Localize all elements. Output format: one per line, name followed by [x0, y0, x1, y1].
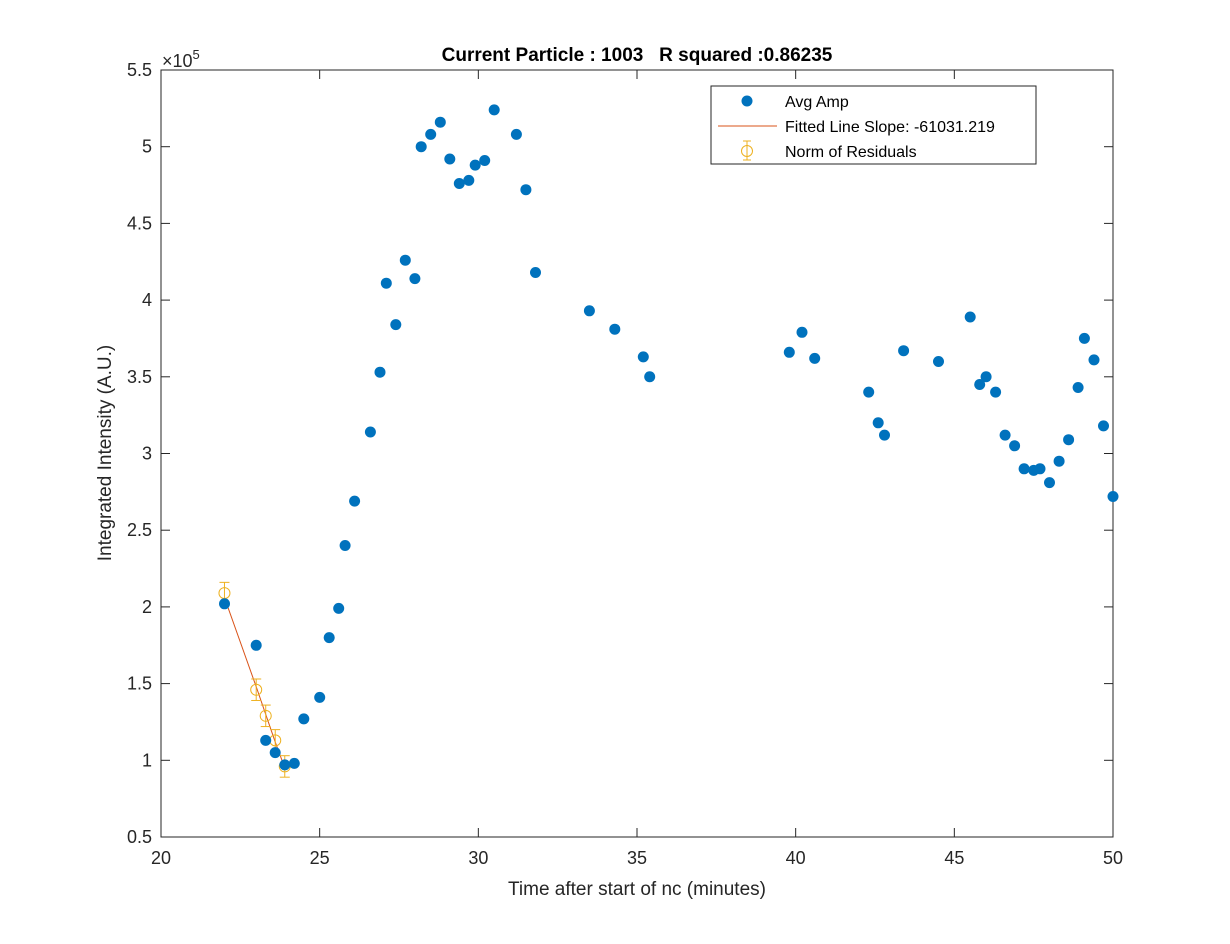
data-point	[863, 386, 875, 398]
legend-residuals-circle	[741, 145, 753, 157]
plot-area	[160, 69, 1114, 838]
data-point	[333, 602, 345, 614]
data-point	[434, 116, 446, 128]
data-point	[453, 178, 465, 189]
data-point	[1078, 332, 1090, 344]
data-point	[609, 323, 621, 335]
x-axis-label: Time after start of nc (minutes)	[508, 879, 766, 900]
x-tick-label: 35	[627, 848, 647, 868]
data-point	[898, 345, 910, 357]
x-tick-label: 25	[310, 848, 330, 868]
y-tick-label: 2.5	[127, 520, 152, 540]
residual-marker	[259, 709, 272, 722]
y-tick-label: 2	[142, 597, 152, 617]
data-point	[425, 128, 437, 140]
data-point	[349, 495, 361, 507]
x-axis: 20 25 30 35 40 45 50	[151, 70, 1123, 868]
y-tick-label: 3	[142, 444, 152, 464]
y-tick-label: 3.5	[127, 367, 152, 387]
y-tick-label: 1	[142, 750, 152, 770]
legend-label-avg-amp: Avg Amp	[785, 94, 849, 111]
data-point	[1063, 434, 1075, 446]
data-point	[339, 540, 351, 551]
data-point	[1098, 420, 1109, 432]
residuals-layer	[218, 581, 291, 778]
data-point	[1044, 477, 1055, 489]
legend-label-fitted-line: Fitted Line Slope: -61031.219	[785, 119, 995, 136]
y-axis-label: Integrated Intensity (A.U.)	[95, 345, 116, 562]
data-point	[1107, 491, 1119, 502]
data-point	[488, 104, 500, 116]
legend-marker-residuals	[741, 140, 753, 161]
data-point	[872, 417, 884, 429]
y-exponent-power: 5	[193, 47, 200, 62]
x-tick-label: 30	[468, 848, 488, 868]
data-point	[644, 371, 656, 383]
avg-amp-layer	[219, 104, 1119, 771]
data-point	[288, 757, 300, 769]
y-tick-label: 4	[142, 290, 152, 310]
data-point	[980, 371, 992, 383]
data-point	[783, 346, 795, 358]
data-point	[374, 366, 386, 378]
data-point	[444, 153, 456, 165]
data-point	[974, 379, 986, 390]
data-point	[990, 386, 1002, 398]
legend-label-residuals: Norm of Residuals	[785, 144, 917, 161]
x-tick-label: 50	[1103, 848, 1123, 868]
data-point	[964, 311, 976, 323]
data-point	[1053, 455, 1065, 467]
data-point	[364, 426, 376, 438]
data-point	[510, 128, 522, 140]
y-exponent-base: ×10	[162, 51, 193, 71]
data-point	[637, 351, 649, 363]
data-point	[415, 141, 427, 153]
data-point	[1034, 463, 1046, 475]
legend: Avg Amp Fitted Line Slope: -61031.219 No…	[710, 85, 1037, 165]
data-point	[390, 319, 402, 331]
y-tick-label: 1.5	[127, 674, 152, 694]
x-tick-label: 40	[786, 848, 806, 868]
data-point	[879, 429, 890, 441]
data-point	[323, 632, 335, 644]
chart-title: Current Particle : 1003 R squared :0.862…	[442, 45, 833, 66]
data-point	[269, 747, 281, 759]
data-point	[933, 356, 944, 367]
data-point	[314, 691, 326, 703]
y-tick-label: 4.5	[127, 213, 152, 233]
data-point	[298, 713, 310, 725]
data-point	[219, 598, 230, 610]
y-axis: 0.5 1 1.5 2 2.5 3 3.5 4 4.5 5 5.5	[127, 60, 1113, 847]
data-point	[279, 759, 291, 771]
residual-marker	[250, 683, 263, 696]
data-point	[809, 352, 821, 364]
y-tick-label: 5	[142, 137, 152, 157]
data-point	[463, 174, 475, 186]
data-point	[469, 159, 481, 171]
data-point	[1009, 440, 1021, 452]
data-point	[380, 277, 392, 289]
y-exponent-label: ×105	[162, 47, 200, 71]
data-point	[250, 639, 262, 651]
data-point	[409, 273, 421, 285]
data-point	[260, 734, 272, 746]
y-tick-label: 0.5	[127, 827, 152, 847]
data-point	[520, 184, 532, 196]
data-point	[1018, 463, 1030, 475]
data-point	[583, 305, 595, 317]
data-point	[999, 429, 1011, 441]
legend-box	[710, 85, 1037, 165]
data-point	[1072, 382, 1084, 393]
data-point	[796, 326, 808, 338]
y-tick-label: 5.5	[127, 60, 152, 80]
data-point	[399, 254, 411, 266]
legend-marker-avg-amp	[741, 95, 753, 107]
x-tick-label: 45	[944, 848, 964, 868]
data-point	[1088, 354, 1100, 366]
data-point	[479, 155, 491, 166]
x-tick-label: 20	[151, 848, 171, 868]
data-point	[530, 267, 541, 278]
